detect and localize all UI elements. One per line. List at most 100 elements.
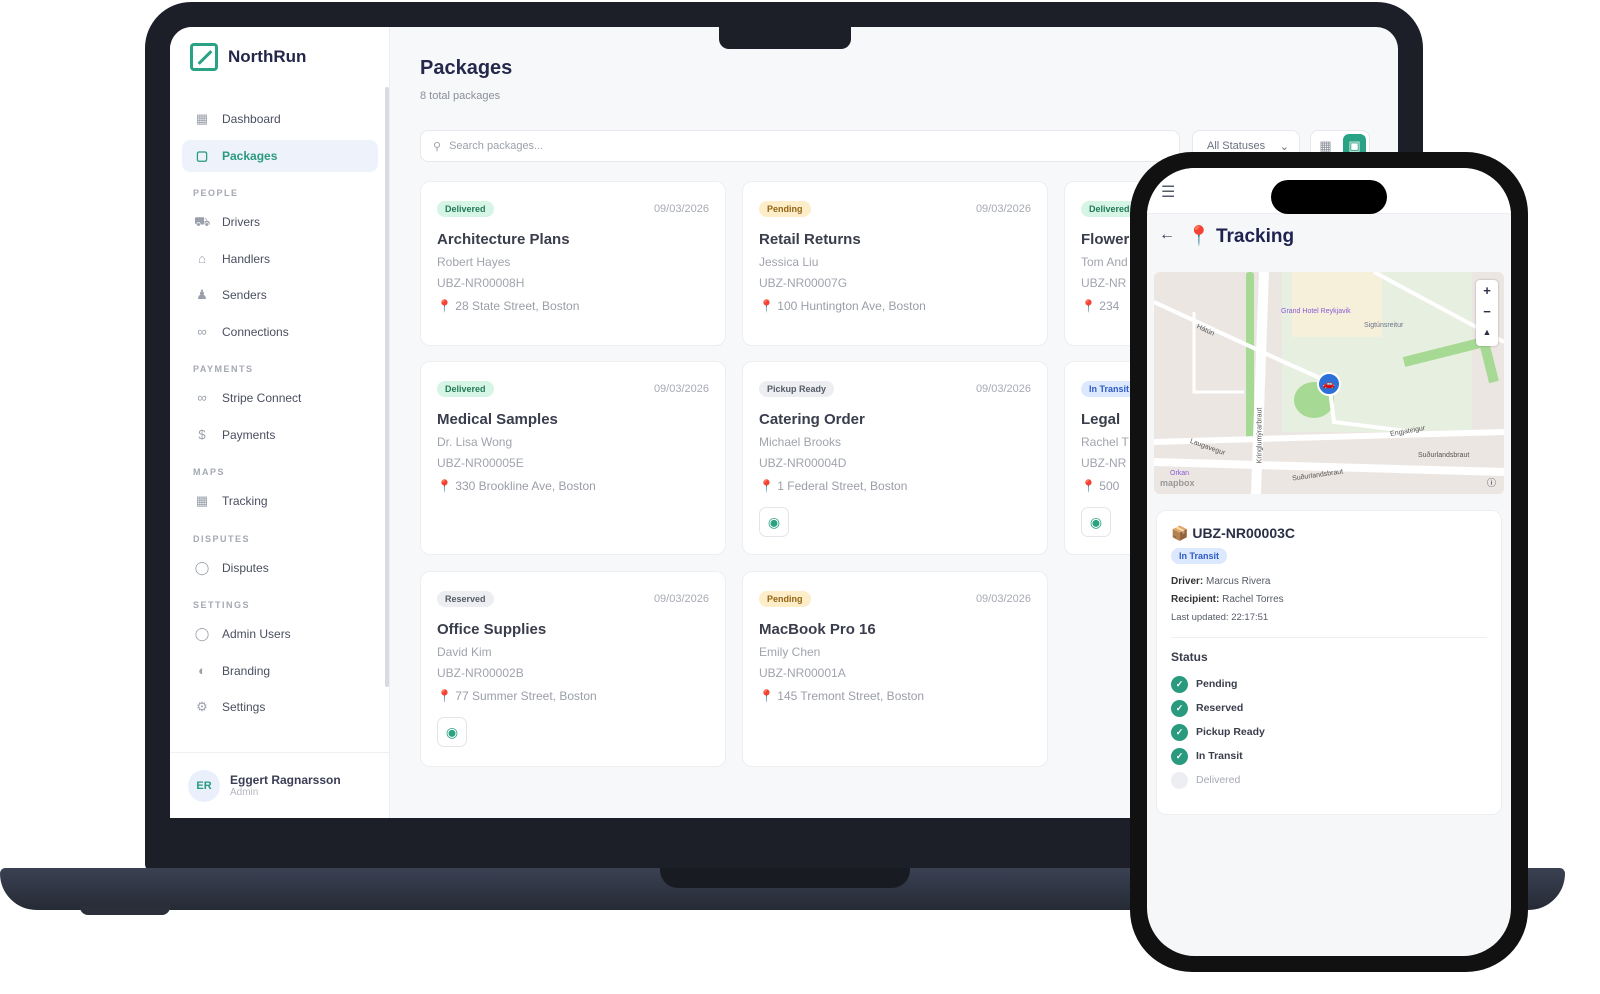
- pin-icon: 📍: [437, 689, 452, 703]
- recipient-line: Recipient: Rachel Torres: [1171, 594, 1284, 605]
- status-step: ✓ Pickup Ready: [1171, 720, 1487, 744]
- pin-icon: 📍: [437, 479, 452, 493]
- hamburger-menu-icon[interactable]: ☰: [1161, 184, 1176, 201]
- vehicle-marker-icon[interactable]: 🚗: [1317, 372, 1341, 396]
- package-card[interactable]: Pickup Ready 09/03/2026 Catering Order Mich…: [742, 361, 1048, 555]
- sidebar-section-label: SETTINGS: [193, 600, 251, 610]
- sidebar-item-connections[interactable]: ∞ Connections: [182, 316, 378, 348]
- sidebar-section-label: DISPUTES: [193, 533, 251, 544]
- zoom-in-icon[interactable]: +: [1483, 283, 1491, 298]
- sidebar-item-stripe-connect[interactable]: ∞ Stripe Connect: [182, 382, 378, 414]
- box-icon: ▢: [195, 147, 209, 163]
- sidebar-item-branding[interactable]: ◐ Branding: [182, 655, 378, 687]
- package-card[interactable]: Reserved 09/03/2026 Office Supplies David K…: [420, 571, 726, 767]
- sidebar-item-label: Branding: [222, 663, 271, 678]
- home-icon: ⌂: [198, 250, 206, 266]
- logo[interactable]: NorthRun: [190, 43, 306, 71]
- package-id: UBZ-NR: [1081, 276, 1127, 290]
- package-id: UBZ-NR00001A: [759, 666, 846, 680]
- status-badge: Pickup Ready: [759, 381, 835, 397]
- sidebar-scrollbar[interactable]: [385, 87, 389, 687]
- package-address: 📍 77 Summer Street, Boston: [437, 689, 597, 703]
- back-arrow-icon[interactable]: ←: [1159, 226, 1175, 243]
- pending-circle-icon: ✓: [1171, 771, 1188, 789]
- package-card[interactable]: Delivered 09/03/2026 Architecture Plans Rob…: [420, 181, 726, 346]
- grid-icon: ▦: [195, 493, 209, 508]
- status-step: ✓ Reserved: [1171, 696, 1487, 720]
- zoom-out-icon[interactable]: −: [1483, 304, 1491, 319]
- user-role: Admin: [230, 787, 259, 798]
- truck-icon: ⛟: [194, 214, 211, 229]
- package-date: 09/03/2026: [975, 383, 1031, 395]
- dollar-icon: $: [198, 426, 206, 442]
- package-date: 09/03/2026: [653, 593, 709, 605]
- status-badge: Reserved: [437, 591, 494, 607]
- map-pin-icon: ◉: [767, 513, 781, 530]
- status-step: ✓ Pending: [1171, 672, 1487, 696]
- package-card[interactable]: Pending 09/03/2026 MacBook Pro 16 Emily Che…: [742, 571, 1048, 767]
- package-date: 09/03/2026: [975, 593, 1031, 605]
- package-person: David Kim: [437, 645, 492, 659]
- status-badge: Delivered: [1081, 201, 1138, 217]
- status-step-label: Reserved: [1196, 702, 1244, 714]
- info-icon[interactable]: ⓘ: [1486, 478, 1496, 488]
- package-person: Michael Brooks: [759, 435, 842, 449]
- package-person: Rachel T: [1081, 435, 1129, 449]
- package-person: Dr. Lisa Wong: [437, 435, 513, 449]
- sidebar-item-payments[interactable]: $ Payments: [182, 419, 378, 451]
- pin-icon: 📍: [759, 479, 774, 493]
- status-filter-value: All Statuses: [1207, 140, 1266, 152]
- sidebar-item-label: Drivers: [222, 215, 260, 229]
- link-icon: ∞: [197, 323, 207, 339]
- status-badge: In Transit: [1171, 548, 1228, 564]
- laptop-foot: [80, 905, 170, 915]
- app-name: NorthRun: [228, 47, 307, 66]
- driver-line: Driver: Marcus Rivera: [1171, 576, 1271, 587]
- package-date: 09/03/2026: [653, 203, 709, 215]
- track-location-button[interactable]: ◉: [759, 507, 789, 537]
- sidebar-item-handlers[interactable]: ⌂ Handlers: [182, 243, 378, 275]
- user-profile[interactable]: ER Eggert Ragnarsson Admin: [170, 752, 390, 818]
- sidebar-item-admin-users[interactable]: ◯ Admin Users: [182, 618, 378, 650]
- track-location-button[interactable]: ◉: [1081, 507, 1111, 537]
- package-id: UBZ-NR00007G: [759, 276, 848, 290]
- avatar: ER: [188, 769, 220, 802]
- pin-icon: 📍: [1081, 479, 1096, 493]
- map-label-street: Suðurlandsbraut: [1418, 452, 1470, 459]
- sidebar-item-label: Stripe Connect: [222, 391, 302, 405]
- tracking-map[interactable]: Grand Hotel Reykjavik Sigtúnsreitur Hátú…: [1154, 272, 1504, 494]
- package-title: Architecture Plans: [437, 231, 570, 248]
- table-view-icon[interactable]: ▦: [1319, 138, 1332, 153]
- check-circle-icon: ✓: [1171, 675, 1188, 693]
- package-title: Retail Returns: [759, 231, 861, 248]
- package-person: Emily Chen: [759, 645, 821, 659]
- status-badge: Pending: [759, 201, 811, 217]
- package-title: Office Supplies: [437, 621, 547, 638]
- sidebar-item-tracking[interactable]: ▦ Tracking: [182, 485, 378, 517]
- status-badge: Delivered: [437, 381, 494, 397]
- sidebar: NorthRun ▦ Dashboard ▢ Packages PEOPLE ⛟ Drive…: [170, 27, 390, 818]
- package-title: MacBook Pro 16: [759, 621, 876, 638]
- package-card[interactable]: Delivered 09/03/2026 Medical Samples Dr. Li…: [420, 361, 726, 555]
- sidebar-item-settings[interactable]: ⚙ Settings: [182, 691, 378, 723]
- sidebar-item-label: Handlers: [222, 251, 271, 266]
- compass-icon[interactable]: ▲: [1482, 327, 1492, 337]
- pin-icon: 📍: [759, 689, 774, 703]
- sidebar-item-disputes[interactable]: ◯ Disputes: [182, 552, 378, 584]
- mapbox-attribution[interactable]: mapbox: [1160, 478, 1195, 488]
- sidebar-item-packages[interactable]: ▢ Packages: [182, 139, 378, 172]
- package-id: UBZ-NR00004D: [759, 456, 847, 470]
- status-heading: Status: [1171, 650, 1208, 664]
- package-card[interactable]: Pending 09/03/2026 Retail Returns Jessica L…: [742, 181, 1048, 346]
- sidebar-item-drivers[interactable]: ⛟ Drivers: [182, 206, 378, 238]
- sidebar-item-label: Tracking: [222, 494, 268, 508]
- track-location-button[interactable]: ◉: [437, 717, 467, 747]
- sidebar-item-senders[interactable]: ♟ Senders: [182, 279, 378, 311]
- status-badge: In Transit: [1081, 381, 1138, 397]
- package-address: 📍 100 Huntington Ave, Boston: [759, 299, 926, 313]
- grid-icon: ▦: [195, 111, 209, 126]
- search-input[interactable]: ⚲ Search packages...: [420, 130, 1180, 162]
- sidebar-item-dashboard[interactable]: ▦ Dashboard: [182, 103, 378, 135]
- check-circle-icon: ✓: [1171, 747, 1188, 765]
- map-label-hotel: Grand Hotel Reykjavik: [1281, 308, 1351, 315]
